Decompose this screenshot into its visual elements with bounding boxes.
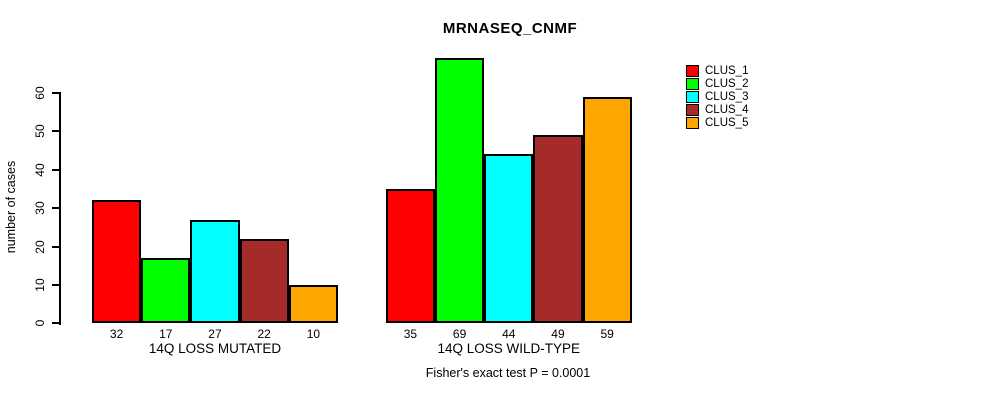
bar-value-label: 69: [452, 327, 467, 341]
y-tick-label: 10: [33, 278, 47, 292]
bar-clus_2: [141, 258, 191, 324]
bar-clus_5: [582, 96, 632, 324]
bar-value-label: 44: [502, 327, 516, 341]
bar-value-label: 22: [257, 327, 271, 341]
bar-clus_3: [190, 219, 240, 324]
bar-value-label: 32: [109, 327, 124, 341]
y-tick-label: 0: [33, 319, 47, 327]
legend: CLUS_1 CLUS_2 CLUS_3 CLUS_4 CLUS_5: [686, 64, 748, 130]
bar-value-label: 35: [403, 327, 418, 341]
bar-value-label: 49: [551, 327, 565, 341]
legend-row: CLUS_2: [686, 77, 748, 90]
legend-row: CLUS_1: [686, 64, 748, 77]
bar-clus_5: [288, 284, 338, 324]
y-tick-label: 30: [33, 201, 47, 215]
legend-swatch-icon: [686, 64, 699, 77]
y-tick-mark: [52, 91, 60, 94]
bar-clus_1: [385, 188, 435, 324]
bar-clus_4: [533, 135, 583, 324]
fisher-test-annotation: Fisher's exact test P = 0.0001: [425, 366, 591, 380]
y-axis-line: [59, 92, 61, 325]
legend-swatch-icon: [686, 104, 699, 117]
bar-value-label: 27: [208, 327, 222, 341]
legend-row: CLUS_4: [686, 104, 748, 117]
legend-swatch-icon: [686, 117, 699, 130]
legend-label: CLUS_2: [705, 77, 749, 90]
y-axis-label: number of cases: [4, 160, 18, 254]
y-tick-mark: [52, 130, 60, 133]
group-label: 14Q LOSS MUTATED: [148, 341, 282, 356]
bar-clus_4: [239, 238, 289, 324]
legend-swatch-icon: [686, 90, 699, 103]
legend-label: CLUS_1: [705, 64, 749, 77]
legend-label: CLUS_3: [705, 90, 749, 103]
bar-clus_2: [435, 58, 485, 324]
y-tick-mark: [52, 245, 60, 248]
y-tick-label: 40: [33, 163, 47, 177]
y-tick-label: 50: [33, 124, 47, 138]
y-tick-mark: [52, 322, 60, 325]
bar-clus_3: [484, 154, 534, 324]
bar-value-label: 17: [159, 327, 173, 341]
y-tick-label: 20: [33, 239, 47, 254]
bar-value-label: 59: [600, 327, 614, 341]
legend-swatch-icon: [686, 77, 699, 90]
legend-row: CLUS_3: [686, 90, 748, 103]
chart-title: MRNASEQ_CNMF: [442, 20, 578, 37]
legend-row: CLUS_5: [686, 117, 748, 130]
y-tick-mark: [52, 207, 60, 210]
legend-label: CLUS_5: [705, 117, 749, 130]
legend-label: CLUS_4: [705, 104, 749, 117]
group-label: 14Q LOSS WILD-TYPE: [437, 341, 581, 356]
bar-clus_1: [92, 200, 142, 324]
y-tick-label: 60: [33, 86, 47, 100]
y-tick-mark: [52, 168, 60, 171]
bar-value-label: 10: [306, 327, 321, 341]
y-tick-mark: [52, 283, 60, 286]
